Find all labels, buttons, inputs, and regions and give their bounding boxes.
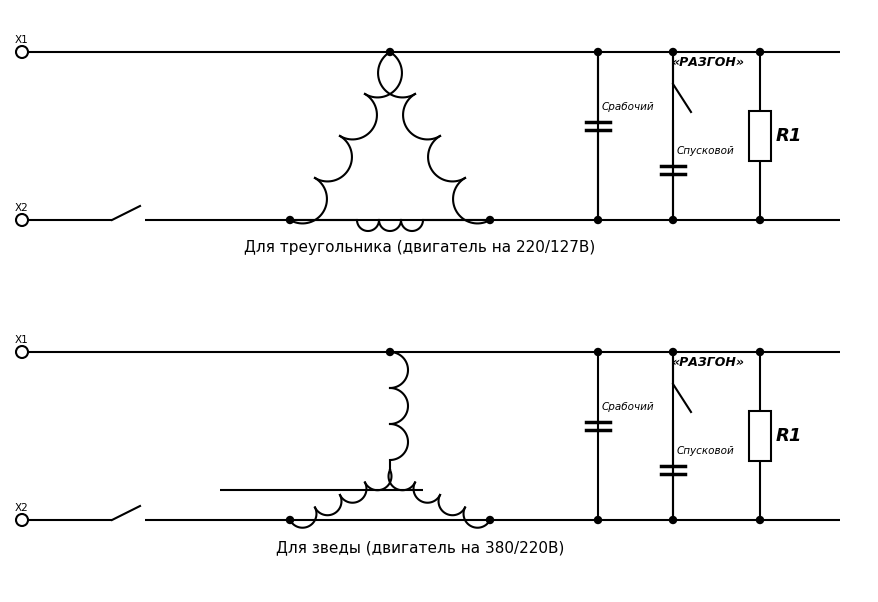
Circle shape <box>669 217 676 223</box>
Circle shape <box>486 217 493 223</box>
Text: R1: R1 <box>775 427 802 445</box>
Bar <box>748 411 770 461</box>
Circle shape <box>286 517 293 524</box>
Circle shape <box>594 517 601 524</box>
Text: «РАЗГОН»: «РАЗГОН» <box>670 356 743 369</box>
Text: Срабочий: Срабочий <box>601 402 654 412</box>
Circle shape <box>669 349 676 356</box>
Circle shape <box>669 517 676 524</box>
Circle shape <box>386 349 393 356</box>
Bar <box>748 111 770 161</box>
Text: X1: X1 <box>15 335 29 345</box>
Text: X1: X1 <box>15 35 29 45</box>
Text: X2: X2 <box>15 503 29 513</box>
Circle shape <box>594 217 601 223</box>
Text: Для зведы (двигатель на 380/220В): Для зведы (двигатель на 380/220В) <box>276 540 564 555</box>
Text: «РАЗГОН»: «РАЗГОН» <box>670 56 743 69</box>
Circle shape <box>756 49 763 55</box>
Text: Спусковой: Спусковой <box>676 146 734 156</box>
Circle shape <box>386 49 393 55</box>
Text: Спусковой: Спусковой <box>676 446 734 456</box>
Circle shape <box>594 49 601 55</box>
Text: R1: R1 <box>775 127 802 145</box>
Text: Срабочий: Срабочий <box>601 102 654 112</box>
Text: Для треугольника (двигатель на 220/127В): Для треугольника (двигатель на 220/127В) <box>244 240 595 255</box>
Text: X2: X2 <box>15 203 29 213</box>
Circle shape <box>756 517 763 524</box>
Circle shape <box>756 349 763 356</box>
Circle shape <box>756 217 763 223</box>
Circle shape <box>486 517 493 524</box>
Circle shape <box>594 349 601 356</box>
Circle shape <box>286 217 293 223</box>
Circle shape <box>669 49 676 55</box>
